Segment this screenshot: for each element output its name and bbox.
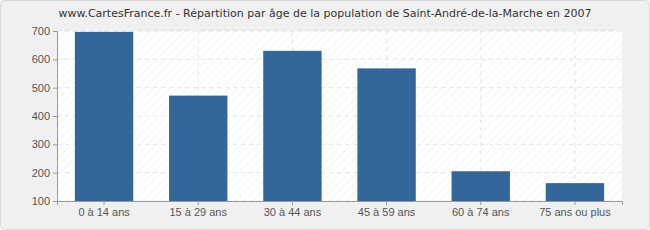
x-tick: 30 à 44 ans xyxy=(264,201,322,218)
x-tick-label: 30 à 44 ans xyxy=(264,206,322,218)
x-tick: 0 à 14 ans xyxy=(78,201,130,218)
y-tick: 700 xyxy=(32,25,57,37)
x-tick-label: 75 ans ou plus xyxy=(539,206,611,218)
grid-line xyxy=(57,116,622,117)
x-axis-line xyxy=(58,202,623,206)
y-tick-label: 600 xyxy=(32,53,50,65)
y-tick-mark xyxy=(53,173,57,174)
y-tick-label: 500 xyxy=(32,82,50,94)
x-tick: 15 à 29 ans xyxy=(170,201,228,218)
x-tick-label: 45 à 59 ans xyxy=(358,206,416,218)
y-tick: 400 xyxy=(32,110,57,122)
y-tick-mark xyxy=(53,144,57,145)
x-tick: 75 ans ou plus xyxy=(539,201,611,218)
grid-line xyxy=(57,87,622,88)
y-tick-label: 200 xyxy=(32,167,50,179)
bar xyxy=(169,96,227,201)
y-tick-label: 400 xyxy=(32,110,50,122)
grid-line xyxy=(57,172,622,173)
y-tick-label: 100 xyxy=(32,195,50,207)
bar xyxy=(357,68,415,201)
bar xyxy=(263,51,321,201)
y-tick: 100 xyxy=(32,195,57,207)
x-tick: 60 à 74 ans xyxy=(452,201,510,218)
y-tick: 200 xyxy=(32,167,57,179)
x-tick-label: 60 à 74 ans xyxy=(452,206,510,218)
y-tick: 300 xyxy=(32,138,57,150)
y-tick-label: 700 xyxy=(32,25,50,37)
grid xyxy=(57,31,622,201)
grid-line xyxy=(57,31,622,32)
plot: 100 200 300 400 500 600 700 0 à 14 ans 15 à 29 a… xyxy=(32,25,623,218)
plot-background xyxy=(57,31,622,201)
bar xyxy=(546,183,604,201)
y-tick-mark xyxy=(53,201,57,202)
x-tick: 45 à 59 ans xyxy=(358,201,416,218)
x-tick-mark xyxy=(574,201,575,205)
background xyxy=(1,1,650,230)
y-tick-mark xyxy=(53,88,57,89)
x-tick-label: 0 à 14 ans xyxy=(78,206,130,218)
y-tick: 500 xyxy=(32,82,57,94)
y-tick-mark xyxy=(53,31,57,32)
y-axis: 100 200 300 400 500 600 700 xyxy=(32,25,58,207)
x-tick-mark xyxy=(198,201,199,205)
bar xyxy=(75,32,133,201)
x-tick-mark xyxy=(480,201,481,205)
grid-line xyxy=(57,144,622,145)
x-tick-mark xyxy=(104,201,105,205)
chart: www.CartesFrance.fr - Répartition par âg… xyxy=(0,0,650,230)
bar xyxy=(452,171,510,201)
x-tick-mark xyxy=(386,201,387,205)
y-tick: 600 xyxy=(32,53,57,65)
y-tick-mark xyxy=(53,59,57,60)
y-tick-mark xyxy=(53,116,57,117)
x-axis: 0 à 14 ans 15 à 29 ans 30 à 44 ans 45 à 59 … xyxy=(58,201,623,218)
y-axis-line xyxy=(53,32,58,202)
grid-line xyxy=(57,59,622,60)
bars xyxy=(75,32,604,201)
grid-line xyxy=(574,31,575,201)
title: www.CartesFrance.fr - Répartition par âg… xyxy=(58,7,591,20)
y-tick-label: 300 xyxy=(32,138,50,150)
x-tick-label: 15 à 29 ans xyxy=(170,206,228,218)
x-tick-mark xyxy=(292,201,293,205)
